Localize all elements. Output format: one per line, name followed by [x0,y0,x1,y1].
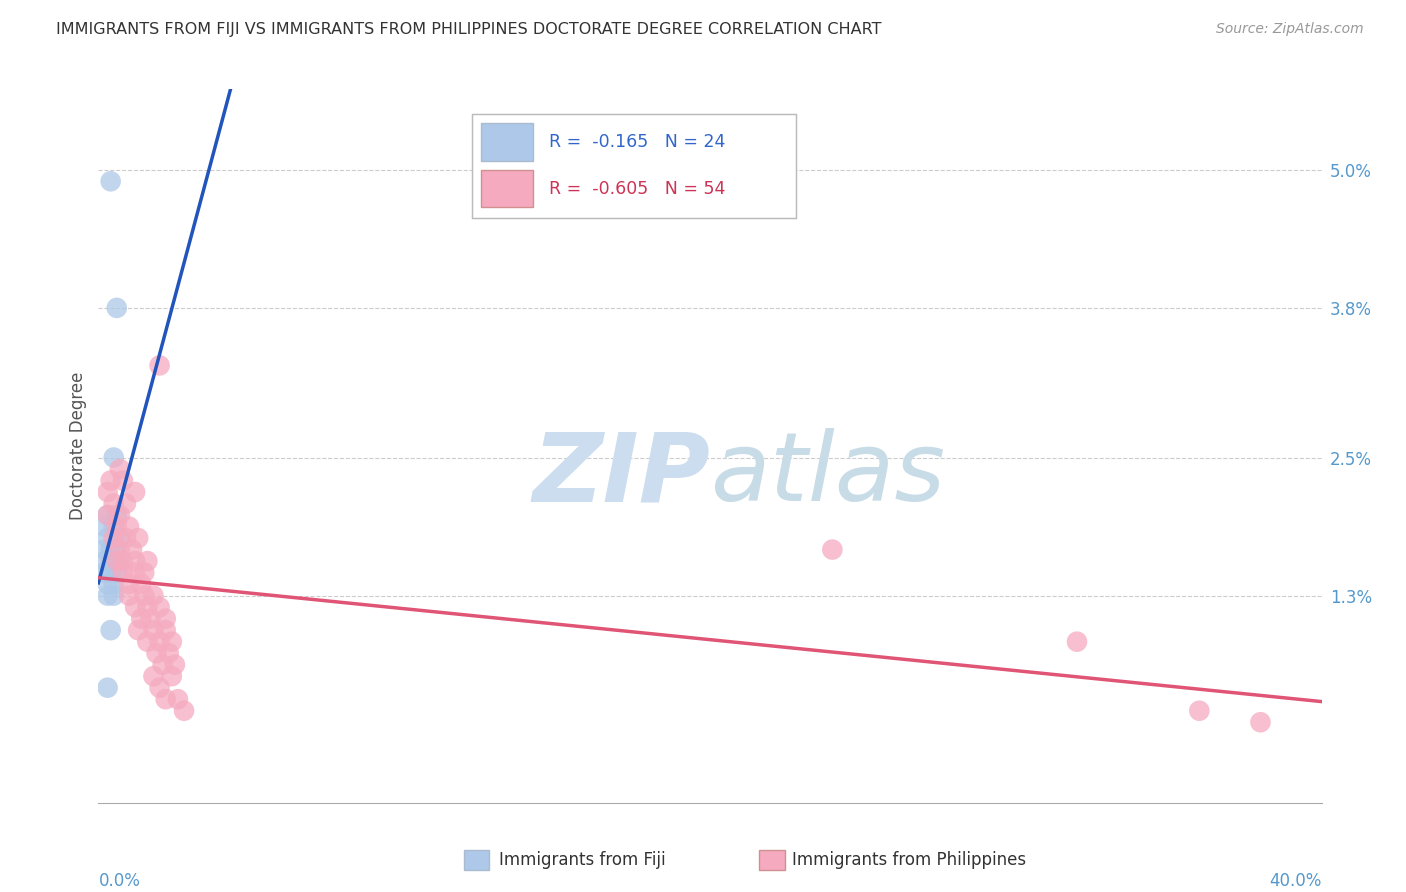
Point [97,508,120,522]
Point [118,577,141,591]
Point [142,589,165,603]
Point [108,508,131,522]
Point [163,657,186,672]
Point [152,657,174,672]
Point [118,519,141,533]
Text: Immigrants from Philippines: Immigrants from Philippines [792,851,1026,869]
Text: 0.0%: 0.0% [98,871,141,890]
Point [100,542,122,557]
Point [103,531,125,545]
Point [97,577,120,591]
Point [100,623,122,637]
Point [1066,634,1088,648]
Point [121,542,143,557]
Point [97,485,120,500]
Point [821,542,844,557]
Point [115,497,138,511]
Point [105,301,128,315]
Point [167,692,190,706]
Point [160,669,183,683]
Point [115,531,138,545]
Point [111,554,134,568]
Point [1188,704,1211,718]
Point [108,542,131,557]
Point [105,554,128,568]
Point [100,174,122,188]
Point [97,531,120,545]
Point [100,554,122,568]
Point [127,531,149,545]
Point [93,554,115,568]
Point [108,531,131,545]
Point [105,542,128,557]
Point [157,646,180,660]
Point [103,450,125,465]
Point [108,554,131,568]
Point [111,566,134,580]
Point [103,577,125,591]
Point [149,681,172,695]
Point [124,566,146,580]
Point [149,359,172,373]
Point [1249,715,1271,730]
Text: Immigrants from Fiji: Immigrants from Fiji [499,851,666,869]
Point [103,589,125,603]
Text: atlas: atlas [710,428,945,521]
Point [124,600,146,615]
Point [155,623,177,637]
Point [93,566,115,580]
Point [149,600,172,615]
Point [97,681,120,695]
Point [142,623,165,637]
Point [149,634,172,648]
Text: ZIP: ZIP [531,428,710,521]
Point [105,566,128,580]
Text: 40.0%: 40.0% [1270,871,1322,890]
Point [134,566,156,580]
Point [136,600,159,615]
Text: IMMIGRANTS FROM FIJI VS IMMIGRANTS FROM PHILIPPINES DOCTORATE DEGREE CORRELATION: IMMIGRANTS FROM FIJI VS IMMIGRANTS FROM … [56,22,882,37]
Point [108,462,131,476]
Point [100,474,122,488]
Point [105,508,128,522]
Point [103,497,125,511]
Point [136,554,159,568]
Point [155,612,177,626]
Y-axis label: Doctorate Degree: Doctorate Degree [69,372,87,520]
Point [103,519,125,533]
Point [105,519,128,533]
Point [124,554,146,568]
Point [93,519,115,533]
Point [145,646,167,660]
Point [127,623,149,637]
Point [134,589,156,603]
Point [111,474,134,488]
Point [160,634,183,648]
Point [124,485,146,500]
Point [155,692,177,706]
Point [129,612,152,626]
Point [100,566,122,580]
Point [173,704,195,718]
Point [97,589,120,603]
Text: Source: ZipAtlas.com: Source: ZipAtlas.com [1216,22,1364,37]
Point [93,542,115,557]
Point [129,577,152,591]
Point [97,508,120,522]
Point [139,612,162,626]
Point [118,589,141,603]
Point [142,669,165,683]
Point [136,634,159,648]
